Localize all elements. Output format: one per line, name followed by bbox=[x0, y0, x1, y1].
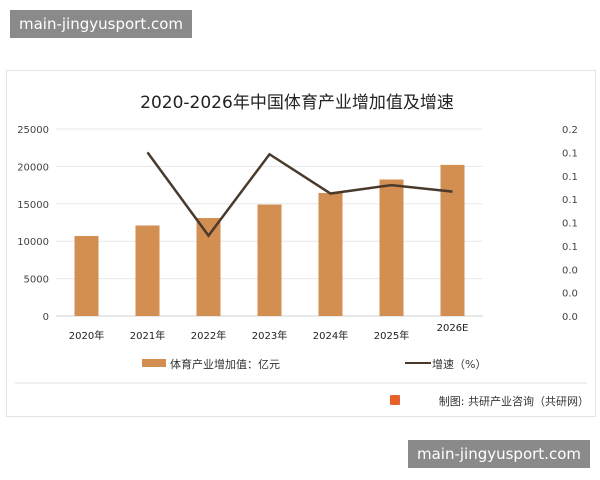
chart-title: 2020-2026年中国体育产业增加值及增速 bbox=[140, 93, 454, 113]
x-tick-label: 2023年 bbox=[252, 329, 287, 342]
right-tick-label: 0.1 bbox=[562, 148, 578, 159]
left-tick-label: 5000 bbox=[24, 275, 49, 286]
x-tick-label: 2026E bbox=[437, 323, 469, 334]
bar bbox=[379, 179, 404, 316]
source-text: 制图: 共研产业咨询（共研网） bbox=[439, 394, 589, 408]
right-tick-label: 0.2 bbox=[562, 125, 578, 136]
right-tick-label: 0.1 bbox=[562, 242, 578, 253]
growth-line bbox=[146, 151, 453, 238]
bar bbox=[440, 164, 465, 316]
right-tick-label: 0.0 bbox=[562, 312, 578, 323]
legend: 体育产业增加值：亿元 增速（%） bbox=[142, 357, 486, 371]
left-tick-label: 15000 bbox=[17, 200, 49, 211]
left-tick-label: 20000 bbox=[17, 162, 49, 173]
right-tick-label: 0.1 bbox=[562, 172, 578, 183]
x-tick-label: 2021年 bbox=[130, 329, 165, 342]
x-tick-label: 2025年 bbox=[374, 329, 409, 342]
watermark-badge-top: main-jingyusport.com bbox=[10, 10, 193, 38]
bar bbox=[74, 235, 99, 316]
right-tick-label: 0.0 bbox=[562, 265, 578, 276]
x-tick-label: 2020年 bbox=[69, 329, 104, 342]
right-tick-label: 0.1 bbox=[562, 195, 578, 206]
legend-bar-swatch bbox=[142, 359, 166, 367]
chart-card: 2020-2026年中国体育产业增加值及增速 0 5000 10000 15000 20… bbox=[6, 70, 596, 417]
left-tick-label: 25000 bbox=[17, 125, 49, 136]
logo-icon bbox=[390, 395, 400, 405]
legend-bar-label: 体育产业增加值：亿元 bbox=[170, 357, 280, 371]
bar bbox=[318, 192, 343, 316]
legend-line-label: 增速（%） bbox=[432, 357, 486, 371]
right-tick-label: 0.1 bbox=[562, 219, 578, 230]
watermark-badge-bottom: main-jingyusport.com bbox=[407, 440, 590, 468]
bar bbox=[196, 218, 221, 316]
bar bbox=[257, 204, 282, 316]
left-tick-label: 10000 bbox=[17, 237, 49, 248]
x-tick-label: 2024年 bbox=[313, 329, 348, 342]
left-tick-label: 0 bbox=[43, 312, 49, 323]
right-tick-label: 0.0 bbox=[562, 289, 578, 300]
bar bbox=[135, 225, 160, 316]
x-tick-label: 2022年 bbox=[191, 329, 226, 342]
chart: 2020-2026年中国体育产业增加值及增速 0 5000 10000 15000 20… bbox=[15, 93, 589, 408]
